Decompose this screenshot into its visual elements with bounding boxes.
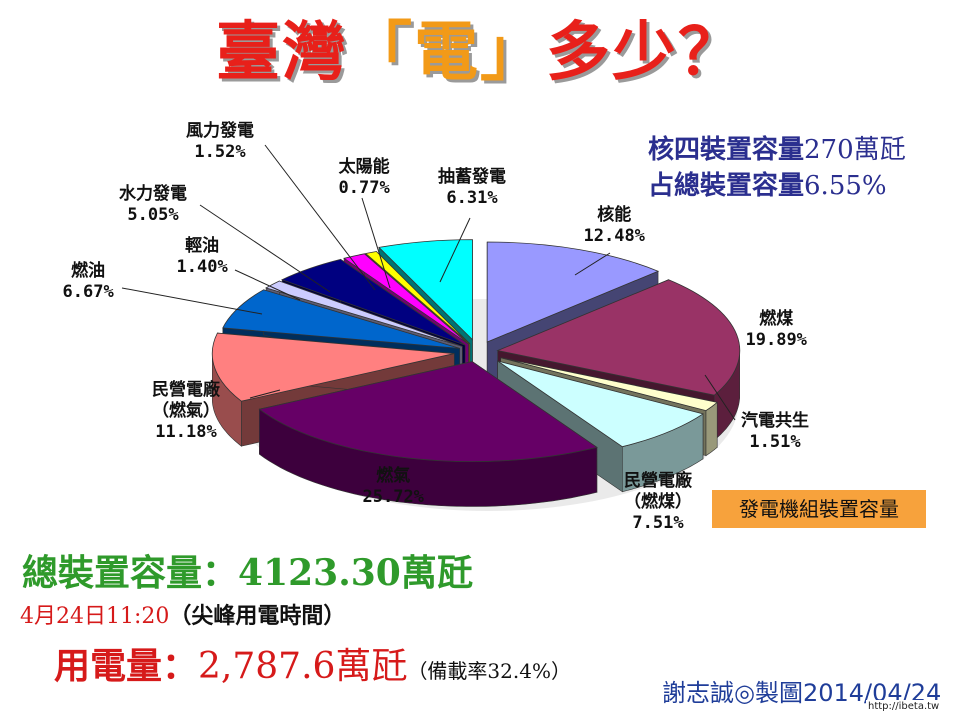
slice-label-value: 0.77% bbox=[338, 178, 390, 198]
slice-label-ipp-coal: 民營電廠 （燃煤） 7.51% bbox=[624, 471, 692, 534]
slice-label-name: （燃氣） bbox=[152, 401, 220, 421]
total-capacity-label: 總裝置容量： bbox=[22, 552, 239, 594]
peak-date: 4月24日11:20 bbox=[20, 604, 170, 629]
peak-time: 4月24日11:20（尖峰用電時間） bbox=[20, 600, 345, 633]
total-capacity: 總裝置容量：4123.30萬瓩 bbox=[22, 548, 473, 598]
slice-label-value: 7.51% bbox=[632, 513, 684, 533]
slice-label-name: 燃油 bbox=[71, 261, 106, 281]
slice-label-name: 太陽能 bbox=[338, 157, 390, 177]
leader-line-pumped-storage bbox=[439, 217, 471, 283]
slice-solar bbox=[364, 251, 471, 345]
nuclear4-info: 核四裝置容量270萬瓩 占總裝置容量6.55% bbox=[648, 132, 906, 204]
nuclear4-capacity-value: 270萬瓩 bbox=[804, 135, 906, 165]
total-capacity-value: 4123.30萬瓩 bbox=[238, 552, 473, 594]
slice-label-coal: 燃煤 19.89% bbox=[746, 309, 807, 351]
slice-label-value: 6.67% bbox=[62, 282, 114, 302]
slice-diesel bbox=[265, 280, 463, 347]
slice-fuel-oil bbox=[222, 289, 460, 349]
slice-label-cogen: 汽電共生 1.51% bbox=[741, 411, 809, 453]
nuclear4-share-line: 占總裝置容量6.55% bbox=[648, 168, 906, 204]
slice-label-name: （燃煤） bbox=[624, 492, 692, 512]
title-part-how-much: 多少？ bbox=[546, 15, 744, 90]
usage-label: 用電量： bbox=[54, 645, 199, 687]
nuclear4-capacity-label: 核四裝置容量 bbox=[648, 135, 805, 165]
leader-line-hydro bbox=[199, 204, 331, 293]
slice-pumped-storage bbox=[378, 239, 473, 341]
slice-cogen bbox=[500, 357, 719, 412]
power-usage: 用電量：2,787.6萬瓩（備載率32.4%） bbox=[54, 642, 571, 697]
slice-label-value: 6.31% bbox=[446, 188, 498, 208]
slice-label-name: 核能 bbox=[597, 205, 632, 225]
slice-label-name: 水力發電 bbox=[119, 184, 187, 204]
slice-label-fuel-oil: 燃油 6.67% bbox=[63, 261, 114, 303]
nuclear4-share-label: 占總裝置容量 bbox=[648, 171, 805, 201]
peak-note: （尖峰用電時間） bbox=[169, 603, 346, 629]
chart-legend-box: 發電機組裝置容量 bbox=[712, 490, 926, 528]
slice-label-nuclear: 核能 12.48% bbox=[584, 205, 645, 247]
slice-gas bbox=[258, 361, 598, 462]
slice-label-diesel: 輕油 1.40% bbox=[177, 236, 228, 278]
slice-nuclear bbox=[486, 241, 660, 343]
leader-line-fuel-oil bbox=[121, 287, 263, 315]
slice-side-cogen bbox=[705, 401, 718, 457]
slice-label-value: 25.72% bbox=[362, 487, 424, 507]
slice-label-wind: 風力發電 1.52% bbox=[186, 121, 254, 163]
slice-label-name: 汽電共生 bbox=[741, 411, 809, 431]
slice-wind bbox=[343, 253, 469, 345]
slice-label-name: 燃氣 bbox=[376, 466, 411, 486]
slice-label-value: 1.40% bbox=[176, 257, 228, 277]
slice-label-name: 風力發電 bbox=[186, 121, 254, 141]
slice-label-value: 1.52% bbox=[194, 142, 246, 162]
slice-label-hydro: 水力發電 5.05% bbox=[119, 184, 187, 226]
slice-label-gas: 燃氣 25.72% bbox=[363, 466, 424, 508]
nuclear4-capacity-line: 核四裝置容量270萬瓩 bbox=[648, 132, 906, 168]
slice-label-name: 輕油 bbox=[185, 236, 220, 256]
leader-line-ipp-gas bbox=[249, 389, 281, 399]
reserve-note: （備載率32.4%） bbox=[407, 659, 571, 683]
leader-line-cogen bbox=[704, 374, 736, 421]
slice-label-name: 民營電廠 bbox=[152, 380, 220, 400]
slice-hydro bbox=[281, 258, 466, 346]
slice-label-name: 燃煤 bbox=[759, 309, 794, 329]
slice-label-value: 5.05% bbox=[127, 205, 179, 225]
slice-label-name: 抽蓄發電 bbox=[438, 167, 506, 187]
title-part-electricity: 「電」 bbox=[348, 15, 546, 90]
site-watermark: http://ibeta.tw bbox=[866, 700, 942, 714]
slice-ipp-gas bbox=[211, 332, 455, 402]
slice-label-name: 民營電廠 bbox=[624, 471, 692, 491]
slide-title: 臺灣「電」多少？ bbox=[0, 8, 960, 98]
slice-label-value: 1.51% bbox=[749, 432, 801, 452]
slice-label-value: 11.18% bbox=[155, 422, 217, 442]
slice-coal bbox=[496, 279, 741, 396]
slice-label-ipp-gas: 民營電廠 （燃氣） 11.18% bbox=[152, 380, 220, 443]
leader-line-solar bbox=[361, 197, 391, 289]
slice-label-value: 12.48% bbox=[583, 226, 645, 246]
slice-label-pumped-storage: 抽蓄發電 6.31% bbox=[438, 167, 506, 209]
slice-ipp-coal bbox=[497, 360, 704, 448]
leader-line-wind bbox=[264, 144, 376, 291]
title-part-taiwan: 臺灣 bbox=[216, 15, 348, 90]
leader-line-nuclear bbox=[574, 252, 611, 276]
nuclear4-share-value: 6.55% bbox=[804, 171, 887, 201]
slice-label-solar: 太陽能 0.77% bbox=[339, 157, 390, 199]
usage-value: 2,787.6萬瓩 bbox=[198, 646, 408, 687]
leader-line-diesel bbox=[234, 269, 301, 301]
slice-label-value: 19.89% bbox=[745, 330, 807, 350]
